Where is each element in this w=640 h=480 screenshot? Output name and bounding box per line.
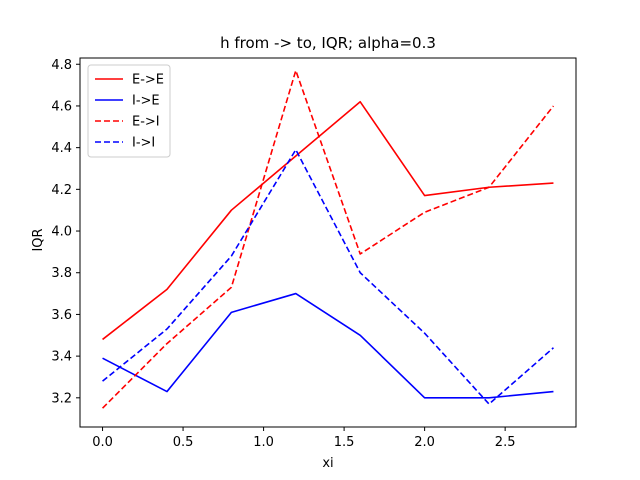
legend-label-1: I->E [132,94,160,109]
x-tick-label: 0.5 [173,435,194,450]
y-tick-label: 3.2 [51,391,72,406]
y-tick-label: 4.2 [51,183,72,198]
x-axis-label: xi [322,456,333,471]
y-axis-label: IQR [31,228,46,251]
x-tick-label: 2.0 [414,435,435,450]
y-tick-label: 3.6 [51,308,72,323]
y-tick-label: 3.8 [51,266,72,281]
y-tick-label: 4.4 [51,141,72,156]
legend-label-3: I->I [132,136,155,151]
series-line-0 [102,100,554,341]
y-tick-label: 4.6 [51,99,72,114]
axes-frame [79,57,577,428]
series-line-1 [102,292,554,399]
series-line-3 [102,148,554,405]
plot-area: 0.0 0.5 1.0 1.5 2.0 2.5 3.2 3.4 3.6 3.8 4.0 4.2 4.4 4… [51,57,577,450]
x-tick-label: 1.0 [253,435,274,450]
x-tick-label: 1.5 [334,435,355,450]
x-tick-label: 2.5 [495,435,516,450]
y-tick-label: 3.4 [51,350,72,365]
series-line-2 [101,69,555,409]
legend-label-2: E->I [132,115,160,130]
chart-title: h from -> to, IQR; alpha=0.3 [220,34,436,52]
legend-box [87,64,171,158]
y-tick-label: 4.8 [51,58,72,73]
legend-label-0: E->E [132,73,164,88]
y-tick-label: 4.0 [51,225,72,240]
x-tick-label: 0.0 [92,435,113,450]
